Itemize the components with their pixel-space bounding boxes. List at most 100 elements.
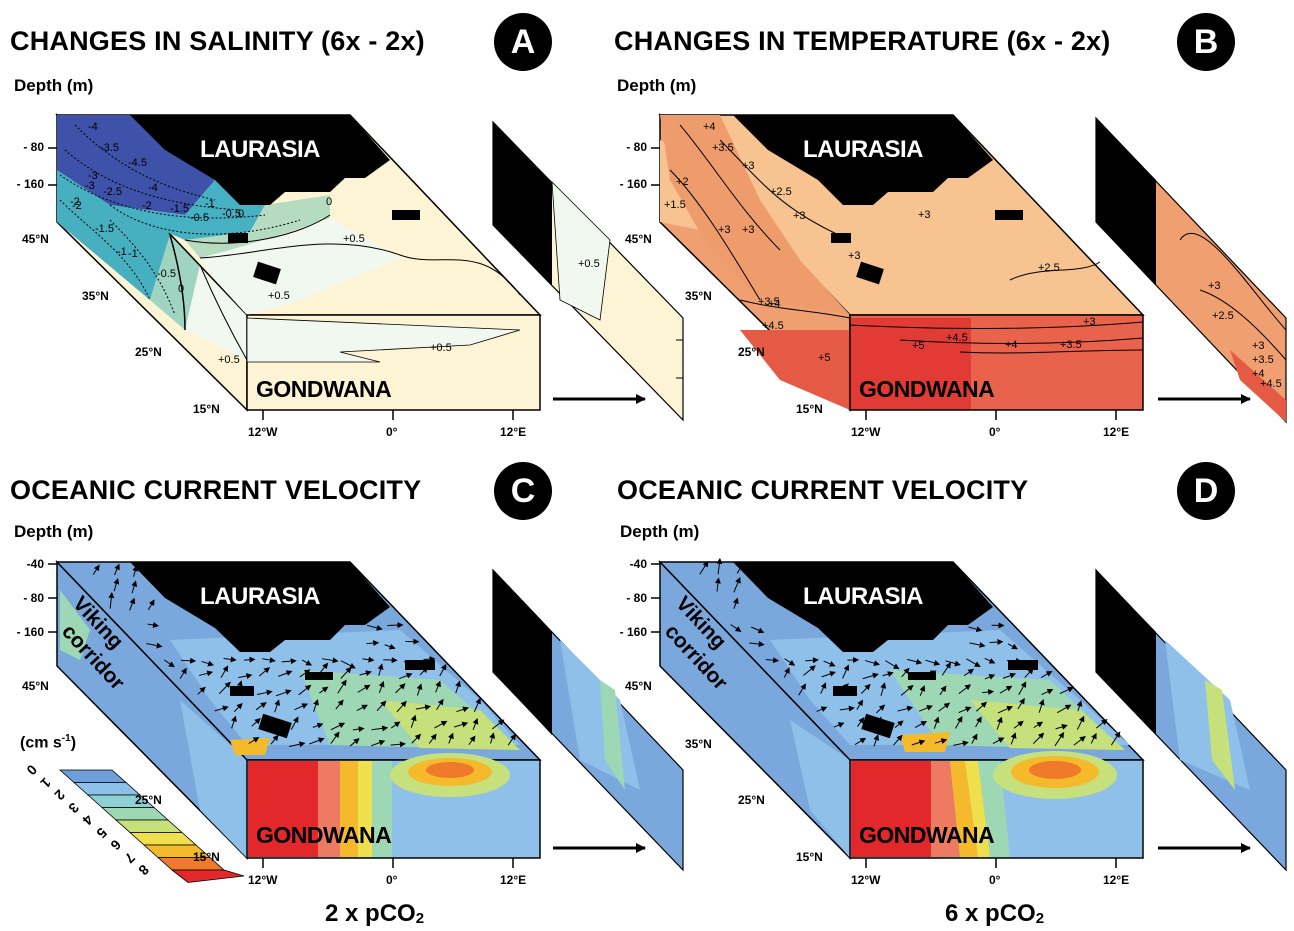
panel-d-caption-sub: 2 <box>1035 910 1045 927</box>
velocity-arrow <box>803 665 816 676</box>
velocity-arrow <box>419 666 429 676</box>
velocity-arrow <box>699 560 709 575</box>
velocity-arrow <box>147 599 155 611</box>
panel-b-island <box>856 261 884 285</box>
panel-c-depth-tick: - 80 <box>23 591 44 605</box>
velocity-arrow <box>274 722 285 731</box>
velocity-arrow <box>1110 731 1121 746</box>
contour-label: -3 <box>85 180 95 192</box>
velocity-arrow <box>416 683 423 696</box>
panel-c-caption: 2 x pCO2 <box>325 900 424 928</box>
velocity-arrow <box>907 658 923 665</box>
velocity-arrow <box>472 718 479 731</box>
velocity-arrow <box>218 681 231 695</box>
velocity-arrow <box>113 577 120 592</box>
velocity-arrow <box>455 680 461 694</box>
panel-b-lat-tick: 45°N <box>625 232 652 246</box>
panel-c-title: OCEANIC CURRENT VELOCITY <box>10 475 422 505</box>
panel-c-caption-text: 2 x pCO <box>325 900 416 927</box>
contour-label: +4 <box>1005 339 1018 351</box>
velocity-arrow <box>453 721 469 728</box>
velocity-arrow <box>730 624 742 632</box>
velocity-arrow <box>783 667 790 678</box>
panel-d-lon-tick: 0° <box>989 873 1001 887</box>
velocity-arrow <box>299 669 311 678</box>
panel-a-contour <box>59 174 266 219</box>
velocity-arrow <box>854 737 867 746</box>
velocity-arrow <box>321 657 339 664</box>
velocity-arrow <box>131 580 138 594</box>
velocity-arrow <box>312 722 324 729</box>
velocity-arrow <box>922 670 937 678</box>
velocity-arrow <box>989 639 1004 646</box>
velocity-arrow <box>415 704 432 711</box>
panel-b-lon-tick: 0° <box>989 425 1001 439</box>
velocity-arrow <box>439 663 447 677</box>
velocity-arrow <box>308 737 325 745</box>
panel-a-top-near-zero <box>200 218 400 315</box>
contour-label: -4 <box>148 182 158 194</box>
velocity-arrow <box>816 706 828 713</box>
velocity-arrow <box>714 577 721 592</box>
velocity-arrow <box>1002 672 1017 679</box>
velocity-arrow <box>984 674 996 680</box>
velocity-arrow <box>383 657 398 664</box>
panel-c-top-orange <box>230 738 270 755</box>
velocity-arrow <box>468 735 476 746</box>
velocity-arrow <box>378 680 385 693</box>
panel-d-island <box>1008 660 1038 670</box>
panel-d-south-salmon <box>931 761 960 857</box>
panel-b-west-hot <box>740 330 850 410</box>
contour-label: +0.5 <box>578 258 600 270</box>
velocity-arrow <box>278 670 293 677</box>
velocity-arrow <box>236 680 243 693</box>
panel-d-island <box>861 713 895 739</box>
panel-c-island <box>305 672 333 680</box>
panel-b-badge: B <box>1177 13 1235 71</box>
velocity-legend-swatch <box>58 769 128 783</box>
panel-d-laurasia-label: LAURASIA <box>803 583 924 610</box>
panel-c-caption-sub: 2 <box>415 910 425 927</box>
panel-b-contour <box>959 349 1144 354</box>
contour-label: +3 <box>1252 340 1265 352</box>
panel-b-contour <box>739 299 851 319</box>
velocity-arrow <box>1076 700 1083 712</box>
panel-b-contour <box>1009 261 1101 281</box>
panel-a-lat-tick: 25°N <box>135 345 162 359</box>
velocity-arrow <box>925 659 941 666</box>
velocity-arrow <box>975 716 982 728</box>
contour-label: 0 <box>178 283 185 295</box>
panel-c-lon-tick: 12°E <box>500 873 527 887</box>
panel-c-laurasia-label: LAURASIA <box>200 583 321 610</box>
velocity-arrow <box>179 667 187 679</box>
velocity-arrow <box>875 704 886 714</box>
panel-d-depth-label: Depth (m) <box>620 522 700 541</box>
velocity-arrow <box>880 682 887 696</box>
panel-b-island <box>995 210 1023 220</box>
panel-a-lon-tick: 12°E <box>500 425 527 439</box>
panel-b-laurasia-label: LAURASIA <box>803 136 924 163</box>
velocity-arrow <box>275 689 292 697</box>
velocity-arrow <box>945 660 961 667</box>
panel-c-depth-tick: - 160 <box>16 625 44 639</box>
contour-label: -2.5 <box>103 186 122 198</box>
panel-a-depth-tick: - 80 <box>23 140 44 154</box>
velocity-arrow <box>876 716 882 728</box>
panel-d-lon-tick: 12°W <box>851 873 881 887</box>
velocity-arrow <box>1073 736 1086 746</box>
velocity-arrow <box>290 716 299 730</box>
contour-label: +3 <box>718 224 731 236</box>
contour-label: +3 <box>1083 316 1096 328</box>
panel-a-lat-tick: 35°N <box>82 289 109 303</box>
velocity-arrow <box>1018 681 1027 696</box>
velocity-arrow <box>984 657 996 664</box>
velocity-arrow <box>966 658 981 667</box>
velocity-arrow <box>901 667 910 678</box>
velocity-arrow <box>938 702 951 712</box>
velocity-arrow <box>862 672 879 680</box>
velocity-arrow <box>1055 723 1068 730</box>
velocity-arrow <box>751 626 765 634</box>
velocity-arrow <box>968 626 983 633</box>
panel-b-island <box>831 233 851 243</box>
velocity-arrow <box>833 722 845 728</box>
